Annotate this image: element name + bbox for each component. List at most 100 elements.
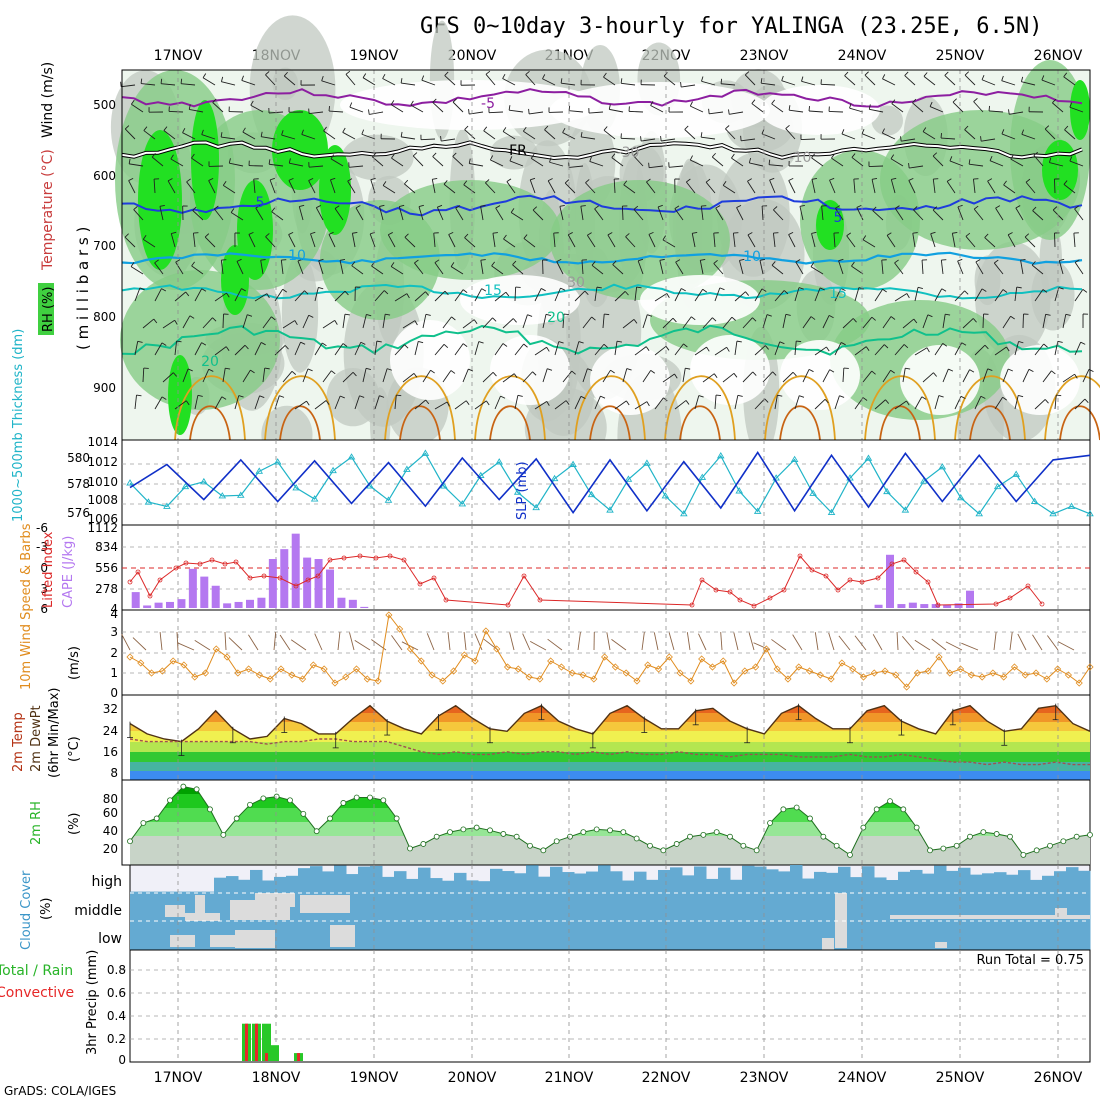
cloud-high-bar [586,872,599,893]
cloud-high-bar [574,873,587,893]
upper-ylabel-wind: Wind (m/s) [40,62,56,138]
rh2m-point [448,830,453,835]
cape-bar [337,598,345,608]
bottom-day-19NOV: 19NOV [350,1070,399,1086]
cloud-high-bar [838,867,851,893]
precip-convective-bar [245,1024,248,1061]
cloud-high-bar [670,867,683,893]
wind10-unit: (m/s) [67,646,82,680]
rh2m-point [301,811,306,816]
cloud-high-bar [898,872,911,893]
rh2m-point [701,832,706,837]
cloud-high-bar [706,879,719,893]
wind10-ylabel: 10m Wind Speed & Barbs [19,523,34,690]
temp2m-ytick-2: 16 [103,745,118,759]
cloud-high-bar [238,880,251,893]
cloud-high-bar [814,872,827,893]
bottom-day-17NOV: 17NOV [154,1070,203,1086]
cloud-high-bar [1042,876,1055,893]
cape-bar [155,603,163,608]
contour-label: 5 [834,210,843,226]
cape-bar [897,604,905,608]
cloud-high-bar [622,881,635,893]
rh2m-point [461,827,466,832]
rh2m-point [608,828,613,833]
precip-ylabel-axis: 3hr Precip (mm) [85,950,100,1055]
rh2m-point [754,848,759,853]
precip-ytick-3: 0.2 [107,1032,126,1046]
cloud-gap [1055,908,1067,918]
rh2m-point [861,825,866,830]
cloud-high-bar [310,866,323,893]
bottom-day-21NOV: 21NOV [545,1070,594,1086]
cloud-high-bar [934,866,947,893]
rh2m-point [341,800,346,805]
rh2m-point [328,816,333,821]
cloud-high-bar [430,878,443,893]
rh2m-point [568,834,573,839]
cape-bar [920,604,928,608]
cape-bar [955,603,963,608]
cape-bar [132,592,140,608]
contour-label: 30 [567,275,585,291]
rh2m-point [421,841,426,846]
cloud-high-bar [514,873,527,893]
cape-bar [349,600,357,608]
top-day-26NOV: 26NOV [1034,48,1083,64]
cape-right-tick-3: 278 [95,582,118,596]
cloud-high-bar [982,873,995,893]
cloud-gap [255,893,295,907]
rh2m-point [794,805,799,810]
upper-ytick-3: 800 [93,310,116,324]
cloud-high-bar [802,879,815,893]
contour-label: FR [509,143,527,159]
cloud-gap [330,925,355,947]
wind10-ytick-2: 2 [110,646,118,660]
cloud-gap [935,942,947,948]
slp-ylabel-thickness: 1000~500mb Thickness (dm) [11,329,26,522]
precip-panel: 0.80.60.40.20 Run Total = 0.75 Total / R… [0,950,1090,1067]
top-day-25NOV: 25NOV [936,48,985,64]
cloud-high-bar [910,870,923,893]
rh2m-point [821,834,826,839]
upper-ytick-2: 700 [93,239,116,253]
rh2m-point [688,834,693,839]
cloud-high-bar [922,874,935,893]
top-day-23NOV: 23NOV [740,48,789,64]
cloud-high-bar [994,872,1007,893]
cloud-high-bar [718,868,731,893]
cloud-high-bar [418,868,431,893]
rh2m-point [1048,843,1053,848]
cloud-high-bar [346,874,359,893]
bottom-day-23NOV: 23NOV [740,1070,789,1086]
rh2m-point [714,830,719,835]
precip-convective-bar [255,1024,258,1061]
rh2m-point [621,830,626,835]
bottom-day-25NOV: 25NOV [936,1070,985,1086]
rh2m-point [661,848,666,853]
precip-convective-bar [297,1053,300,1061]
cape-right-tick-2: 556 [95,561,118,575]
contour-label: -5 [481,96,495,112]
precip-ytick-4: 0 [118,1053,126,1067]
cloud-level-high: high [91,874,122,890]
cape-bar [909,603,917,608]
slp-right-tick-1: 1012 [87,455,118,469]
chart-title: GFS 0~10day 3-hourly for YALINGA (23.25E… [420,14,1043,39]
cloud-high-bar [874,877,887,893]
precip-total-bar [270,1045,279,1061]
rh2m-point [354,795,359,800]
cloud-gap [165,905,185,917]
rh2m-point [808,816,813,821]
cloud-high-bar [610,871,623,893]
cloud-gap [822,938,834,950]
cape-bar [360,607,368,608]
cloud-high-bar [1006,875,1019,893]
rh2m-ylabel: 2m RH [29,801,44,845]
cloud-high-bar [250,870,263,893]
rh2m-point [394,816,399,821]
cloud-high-bar [946,871,959,893]
rh2m-point [434,834,439,839]
